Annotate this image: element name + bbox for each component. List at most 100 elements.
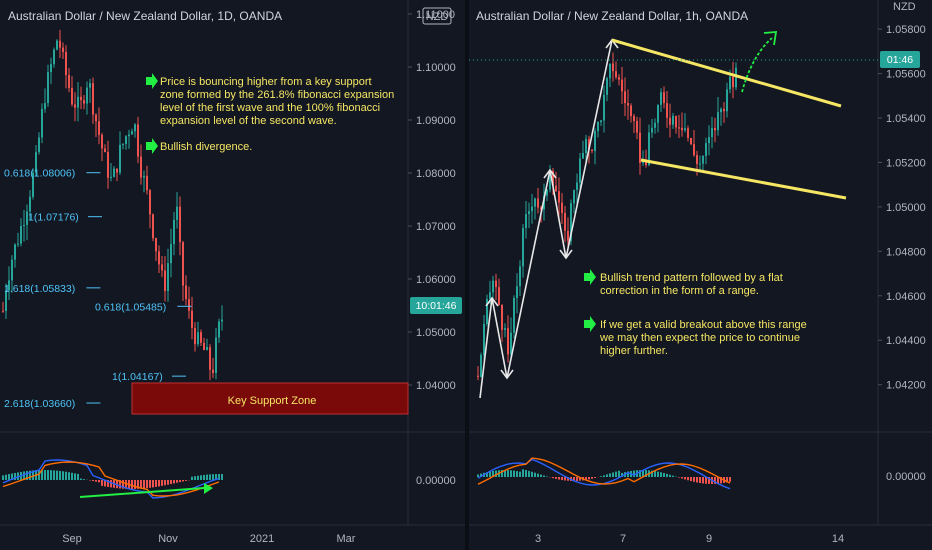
candle xyxy=(702,156,704,164)
breakout-arrow-line xyxy=(741,37,773,93)
macd-histogram-bar xyxy=(699,477,701,484)
price-tick-label: 1.05600 xyxy=(886,69,926,81)
candle xyxy=(188,299,190,311)
candle xyxy=(113,168,115,177)
macd-histogram-bar xyxy=(164,480,166,486)
macd-histogram-bar xyxy=(185,480,187,481)
candle xyxy=(32,172,34,197)
fib-level-label: 1(1.04167) xyxy=(112,371,163,383)
macd-histogram-bar xyxy=(546,476,548,477)
candle xyxy=(636,121,638,133)
macd-histogram-bar xyxy=(495,470,497,477)
macd-histogram-bar xyxy=(606,474,608,477)
candle xyxy=(5,290,7,312)
left-macd-pane xyxy=(2,459,223,499)
candle xyxy=(585,139,587,154)
candle xyxy=(101,134,103,149)
macd-histogram-bar xyxy=(621,472,623,477)
macd-histogram-bar xyxy=(173,480,175,484)
macd-histogram-bar xyxy=(690,477,692,482)
breakout-arrow-icon xyxy=(763,31,778,46)
candle xyxy=(726,89,728,112)
macd-histogram-bar xyxy=(720,477,722,484)
macd-histogram-bar xyxy=(53,470,55,480)
candle xyxy=(600,120,602,123)
candle xyxy=(41,108,43,138)
candle xyxy=(492,280,494,293)
macd-histogram-bar xyxy=(486,472,488,477)
macd-histogram-bar xyxy=(510,470,512,477)
candle xyxy=(89,83,91,88)
macd-histogram-bar xyxy=(44,470,46,480)
candle xyxy=(149,190,151,215)
macd-histogram-bar xyxy=(585,477,587,480)
candle xyxy=(576,182,578,190)
macd-histogram-bar xyxy=(137,480,139,489)
candle xyxy=(603,94,605,121)
macd-histogram-bar xyxy=(603,475,605,477)
macd-histogram-bar xyxy=(50,470,52,480)
bullet-arrow-icon xyxy=(584,269,596,285)
right-currency-badge[interactable]: NZD xyxy=(893,1,916,13)
macd-histogram-bar xyxy=(618,470,620,477)
candle xyxy=(92,83,94,115)
candle xyxy=(675,115,677,128)
candle xyxy=(206,346,208,350)
candle xyxy=(68,75,70,88)
macd-histogram-bar xyxy=(513,470,515,477)
candle xyxy=(2,310,4,312)
fib-level-label: 1.618(1.05833) xyxy=(4,283,75,295)
candle xyxy=(191,310,193,328)
price-tick-label: 1.11000 xyxy=(416,9,455,21)
candle xyxy=(729,76,731,90)
macd-histogram-bar xyxy=(657,471,659,477)
candle xyxy=(86,87,88,104)
price-tick-label: 1.10000 xyxy=(416,62,456,74)
candle xyxy=(74,104,76,108)
price-tick-label: 1.08000 xyxy=(416,168,456,180)
candle xyxy=(44,103,46,109)
candle xyxy=(26,211,28,225)
candle xyxy=(483,323,485,356)
candle xyxy=(588,139,590,150)
candle xyxy=(687,128,689,139)
left-time-axis: Sep Nov 2021 Mar xyxy=(62,533,356,545)
price-tick-label: 1.06000 xyxy=(416,274,456,286)
macd-histogram-bar xyxy=(504,470,506,477)
range-upper-line xyxy=(611,38,842,108)
candle xyxy=(131,131,133,135)
macd-histogram-bar xyxy=(215,474,217,480)
candle xyxy=(65,52,67,76)
time-tick-label: 7 xyxy=(620,533,626,545)
macd-histogram-bar xyxy=(651,470,653,477)
candle xyxy=(705,143,707,157)
macd-histogram-bar xyxy=(194,476,196,480)
trend-pattern-annotation-text: Bullish trend pattern followed by a flat… xyxy=(600,272,783,297)
left-currency-badge[interactable]: NZD xyxy=(422,7,452,25)
left-chart-panel: 0.618(1.08006) 1(1.07176) 1.618(1.05833) 0.… xyxy=(0,0,465,545)
candle xyxy=(176,206,178,220)
candle xyxy=(696,155,698,164)
macd-histogram-bar xyxy=(140,480,142,489)
macd-histogram-bar xyxy=(92,480,94,482)
macd-histogram-bar xyxy=(221,474,223,480)
price-tick-label: 1.04000 xyxy=(416,380,456,392)
candle xyxy=(137,124,139,157)
candle xyxy=(77,96,79,108)
left-fib-levels: 0.618(1.08006) 1(1.07176) 1.618(1.05833) 0.… xyxy=(4,168,192,410)
bullet-arrow-icon xyxy=(146,138,158,154)
time-tick-label: Sep xyxy=(62,533,82,545)
macd-histogram-bar xyxy=(77,473,79,480)
macd-histogram-bar xyxy=(158,480,160,487)
candle xyxy=(531,206,533,212)
macd-histogram-bar xyxy=(197,475,199,480)
candle xyxy=(161,264,163,271)
candle xyxy=(657,104,659,123)
svg-text:01:46: 01:46 xyxy=(887,54,913,66)
candle xyxy=(215,337,217,373)
candle xyxy=(104,148,106,153)
candle xyxy=(23,224,25,227)
macd-histogram-bar xyxy=(708,477,710,484)
right-chart-title: Australian Dollar / New Zealand Dollar, … xyxy=(476,9,748,23)
candle xyxy=(155,238,157,252)
